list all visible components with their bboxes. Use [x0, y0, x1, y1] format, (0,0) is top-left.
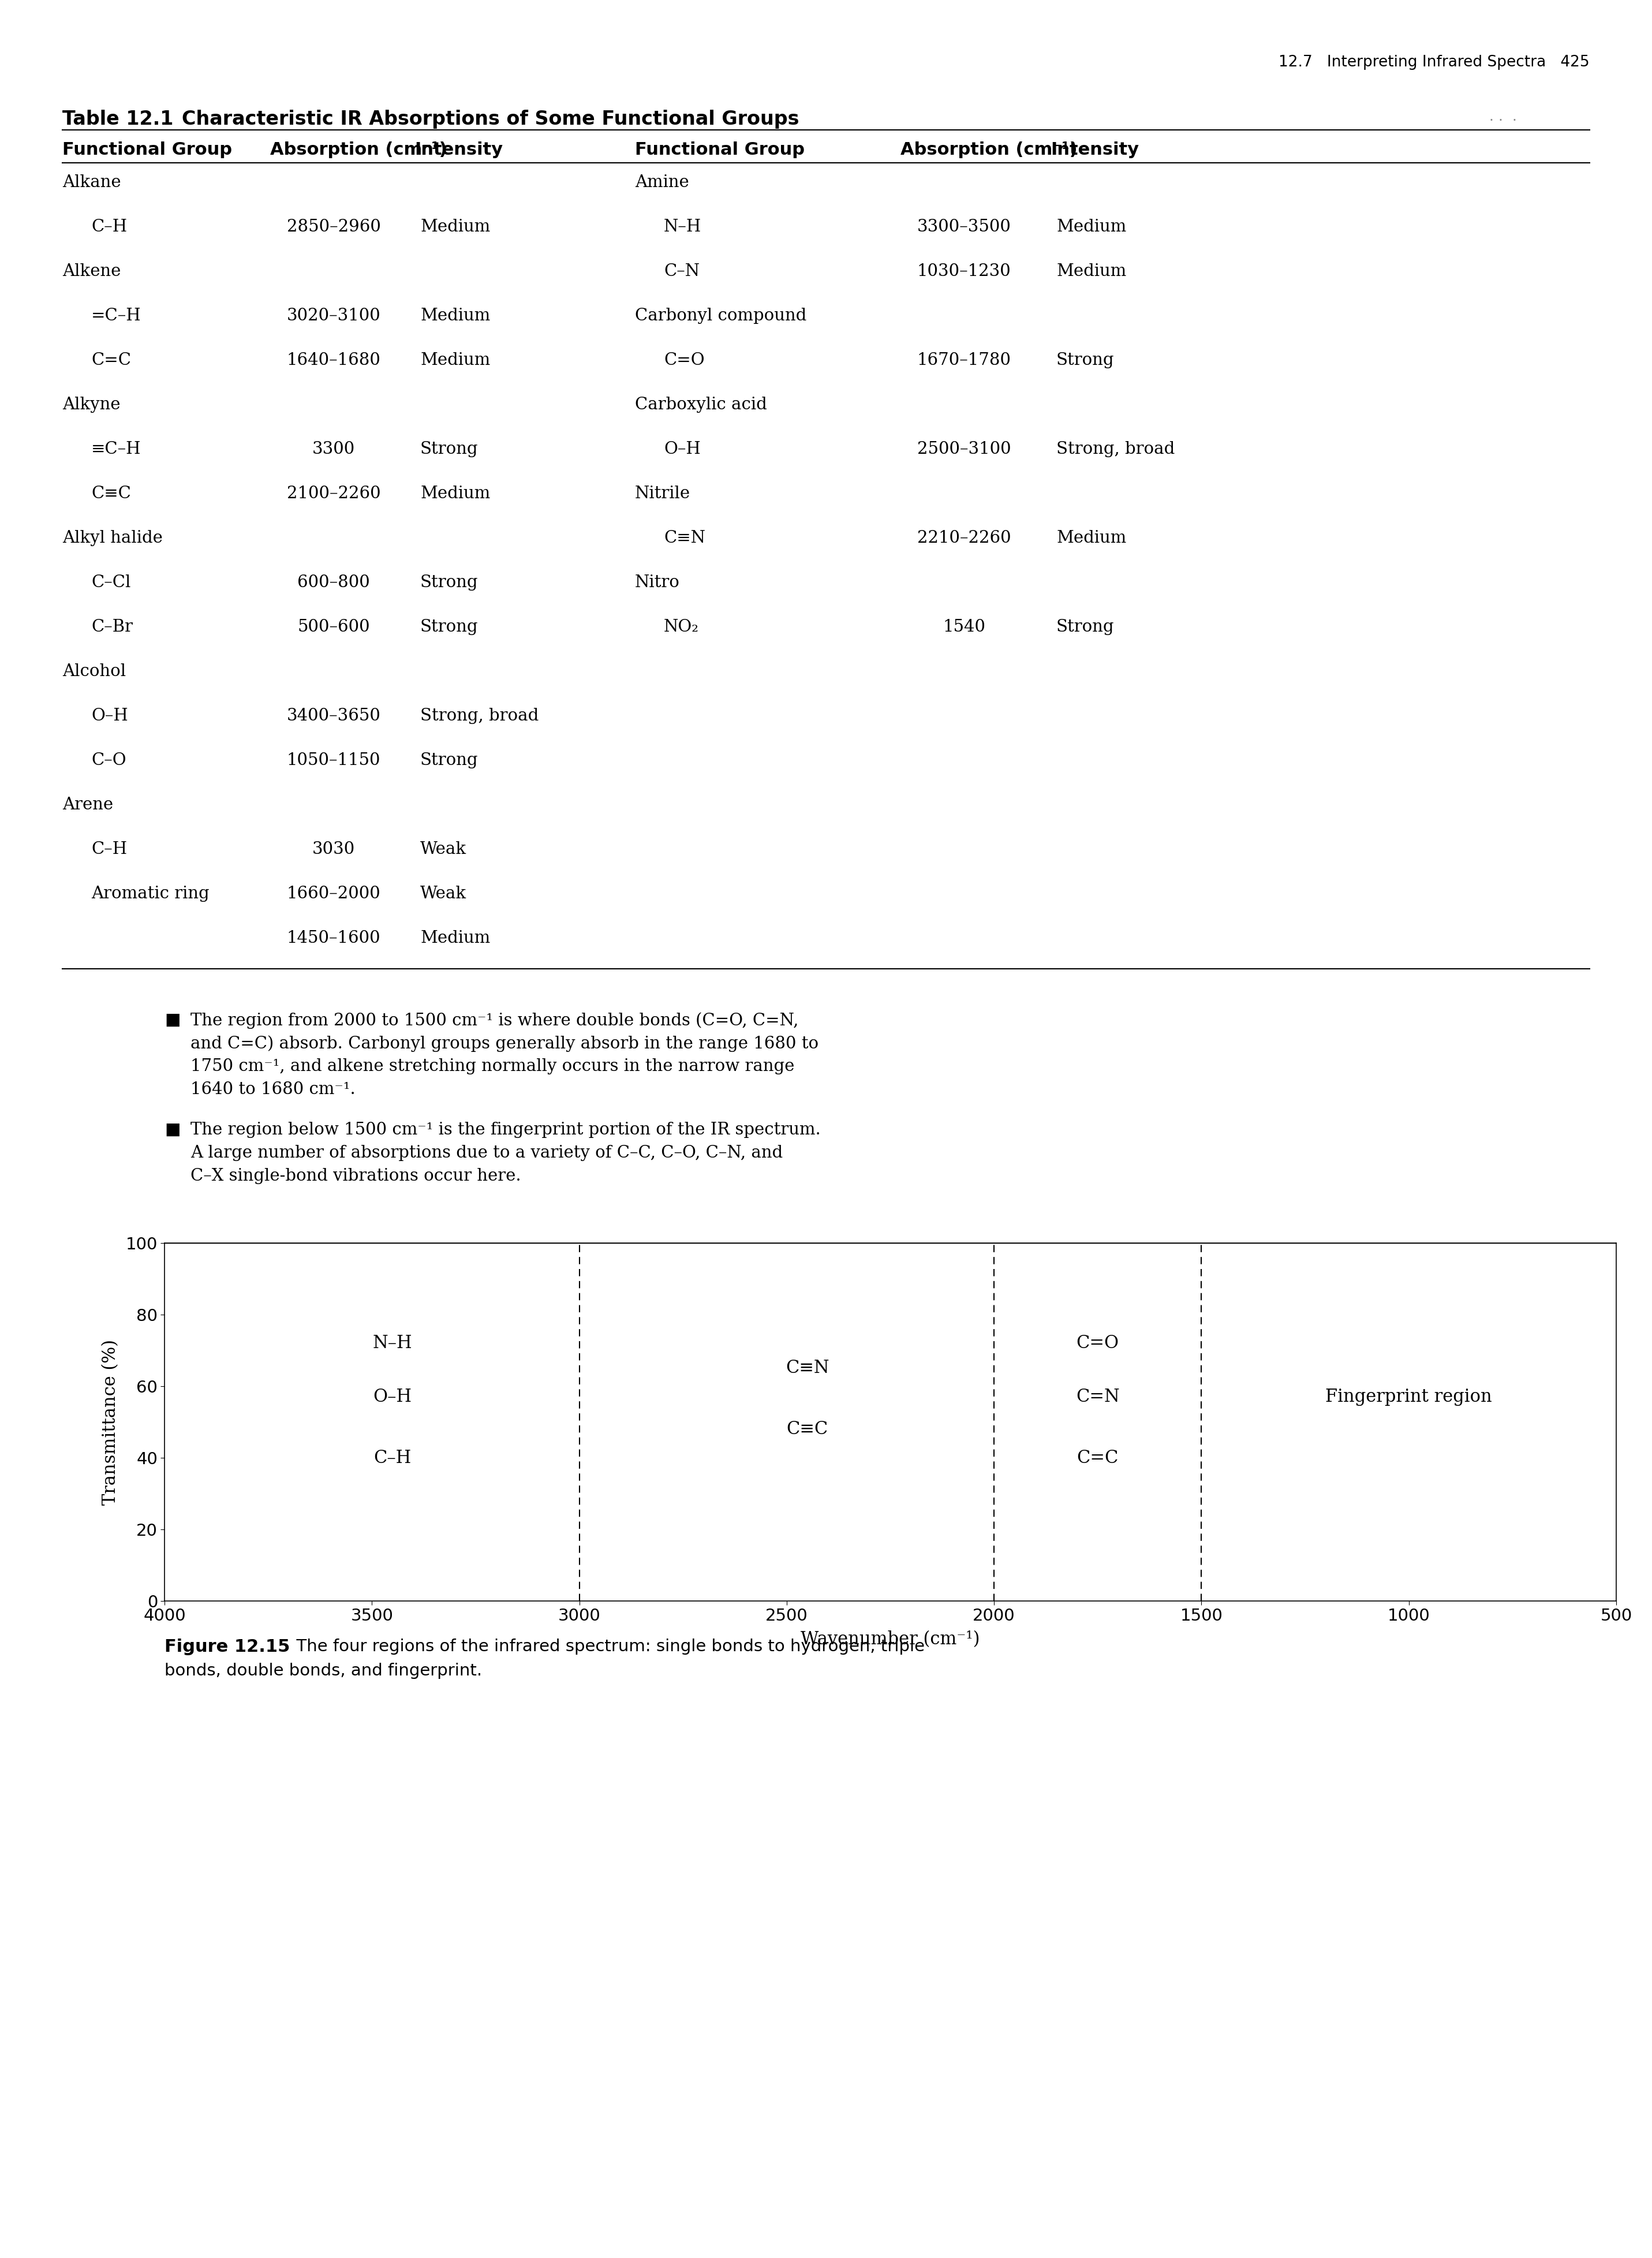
Text: Alkane: Alkane — [63, 174, 121, 190]
Text: C≡N: C≡N — [664, 531, 705, 546]
Text: Figure 12.15: Figure 12.15 — [165, 1639, 291, 1655]
Text: Weak: Weak — [420, 885, 466, 901]
Text: Intensity: Intensity — [1051, 142, 1138, 158]
Text: Table 12.1: Table 12.1 — [63, 111, 173, 129]
Text: 1640 to 1680 cm⁻¹.: 1640 to 1680 cm⁻¹. — [190, 1082, 355, 1097]
Text: NO₂: NO₂ — [664, 619, 699, 634]
Text: C–Cl: C–Cl — [91, 574, 131, 592]
Text: and C=C) absorb. Carbonyl groups generally absorb in the range 1680 to: and C=C) absorb. Carbonyl groups general… — [190, 1034, 819, 1052]
Text: Nitrile: Nitrile — [634, 485, 691, 501]
Text: 3300: 3300 — [312, 440, 355, 458]
Text: The four regions of the infrared spectrum: single bonds to hydrogen, triple: The four regions of the infrared spectru… — [286, 1639, 925, 1655]
Text: Characteristic IR Absorptions of Some Functional Groups: Characteristic IR Absorptions of Some Fu… — [182, 111, 800, 129]
Text: Nitro: Nitro — [634, 574, 681, 592]
Text: C=N: C=N — [1075, 1389, 1120, 1407]
Text: 12.7   Interpreting Infrared Spectra   425: 12.7 Interpreting Infrared Spectra 425 — [1279, 54, 1589, 70]
Text: C–H: C–H — [91, 842, 127, 858]
Text: O–H: O–H — [373, 1389, 411, 1407]
Text: 1640–1680: 1640–1680 — [287, 352, 380, 368]
Text: 3400–3650: 3400–3650 — [287, 707, 380, 725]
Text: Absorption (cm⁻¹): Absorption (cm⁻¹) — [900, 142, 1077, 158]
Text: Medium: Medium — [420, 352, 491, 368]
Text: 1670–1780: 1670–1780 — [917, 352, 1011, 368]
Text: C=C: C=C — [1077, 1450, 1118, 1468]
Text: bonds, double bonds, and fingerprint.: bonds, double bonds, and fingerprint. — [165, 1662, 482, 1680]
Text: Strong: Strong — [1056, 352, 1115, 368]
Text: 500–600: 500–600 — [297, 619, 370, 634]
Text: Medium: Medium — [420, 485, 491, 501]
Text: Arene: Arene — [63, 797, 114, 813]
Text: Fingerprint region: Fingerprint region — [1325, 1389, 1492, 1407]
Text: 1750 cm⁻¹, and alkene stretching normally occurs in the narrow range: 1750 cm⁻¹, and alkene stretching normall… — [190, 1059, 795, 1075]
Text: Medium: Medium — [420, 307, 491, 323]
Text: Strong: Strong — [420, 440, 477, 458]
Text: ■: ■ — [165, 1122, 180, 1138]
Text: O–H: O–H — [664, 440, 700, 458]
Text: Aromatic ring: Aromatic ring — [91, 885, 210, 901]
Text: C–H: C–H — [373, 1450, 411, 1468]
Text: C=C: C=C — [91, 352, 131, 368]
Text: Weak: Weak — [420, 842, 466, 858]
Text: 2850–2960: 2850–2960 — [287, 219, 380, 235]
Text: 600–800: 600–800 — [297, 574, 370, 592]
Text: 1450–1600: 1450–1600 — [287, 930, 380, 946]
Text: Strong: Strong — [420, 752, 477, 768]
Text: ■: ■ — [165, 1012, 180, 1027]
Text: N–H: N–H — [664, 219, 702, 235]
Text: ≡C–H: ≡C–H — [91, 440, 140, 458]
Text: 2210–2260: 2210–2260 — [917, 531, 1011, 546]
Text: Intensity: Intensity — [415, 142, 502, 158]
Text: =C–H: =C–H — [91, 307, 140, 323]
Text: 3030: 3030 — [312, 842, 355, 858]
Text: Strong, broad: Strong, broad — [420, 707, 539, 725]
Text: C=O: C=O — [1077, 1334, 1118, 1353]
Text: 1030–1230: 1030–1230 — [917, 264, 1011, 280]
Text: Amine: Amine — [634, 174, 689, 190]
Text: Strong: Strong — [420, 619, 477, 634]
Text: Alkene: Alkene — [63, 264, 121, 280]
Text: Strong: Strong — [420, 574, 477, 592]
Text: Functional Group: Functional Group — [63, 142, 231, 158]
Text: C–H: C–H — [91, 219, 127, 235]
Text: Strong: Strong — [1056, 619, 1115, 634]
Text: 1540: 1540 — [943, 619, 985, 634]
Text: C≡C: C≡C — [91, 485, 131, 501]
Text: . .  .: . . . — [1488, 111, 1517, 124]
Text: C–O: C–O — [91, 752, 126, 768]
Y-axis label: Transmittance (%): Transmittance (%) — [101, 1339, 119, 1504]
Text: C–Br: C–Br — [91, 619, 132, 634]
Text: The region below 1500 cm⁻¹ is the fingerprint portion of the IR spectrum.: The region below 1500 cm⁻¹ is the finger… — [190, 1122, 821, 1138]
Text: Medium: Medium — [1056, 219, 1127, 235]
Text: Carboxylic acid: Carboxylic acid — [634, 397, 767, 413]
Text: 2500–3100: 2500–3100 — [917, 440, 1011, 458]
Text: Medium: Medium — [420, 219, 491, 235]
Text: Absorption (cm⁻¹): Absorption (cm⁻¹) — [271, 142, 448, 158]
Text: 2100–2260: 2100–2260 — [287, 485, 380, 501]
Text: Medium: Medium — [1056, 531, 1127, 546]
Text: C=O: C=O — [664, 352, 704, 368]
Text: Medium: Medium — [420, 930, 491, 946]
Text: 3020–3100: 3020–3100 — [287, 307, 380, 323]
Text: N–H: N–H — [373, 1334, 413, 1353]
Text: Strong, broad: Strong, broad — [1056, 440, 1175, 458]
Text: C–N: C–N — [664, 264, 700, 280]
Text: 3300–3500: 3300–3500 — [917, 219, 1011, 235]
Text: 1050–1150: 1050–1150 — [287, 752, 380, 768]
Text: C–X single-bond vibrations occur here.: C–X single-bond vibrations occur here. — [190, 1167, 520, 1183]
Text: Alkyne: Alkyne — [63, 397, 121, 413]
Text: Alkyl halide: Alkyl halide — [63, 531, 162, 546]
Text: C≡N: C≡N — [786, 1359, 829, 1377]
Text: O–H: O–H — [91, 707, 127, 725]
Text: Carbonyl compound: Carbonyl compound — [634, 307, 806, 323]
Text: C≡C: C≡C — [786, 1420, 828, 1438]
Text: Medium: Medium — [1056, 264, 1127, 280]
Text: Functional Group: Functional Group — [634, 142, 805, 158]
Text: Alcohol: Alcohol — [63, 664, 126, 680]
Text: 1660–2000: 1660–2000 — [287, 885, 380, 901]
X-axis label: Wavenumber (cm⁻¹): Wavenumber (cm⁻¹) — [801, 1630, 980, 1648]
Text: A large number of absorptions due to a variety of C–C, C–O, C–N, and: A large number of absorptions due to a v… — [190, 1145, 783, 1161]
Text: The region from 2000 to 1500 cm⁻¹ is where double bonds (C=O, C=N,: The region from 2000 to 1500 cm⁻¹ is whe… — [190, 1012, 798, 1030]
